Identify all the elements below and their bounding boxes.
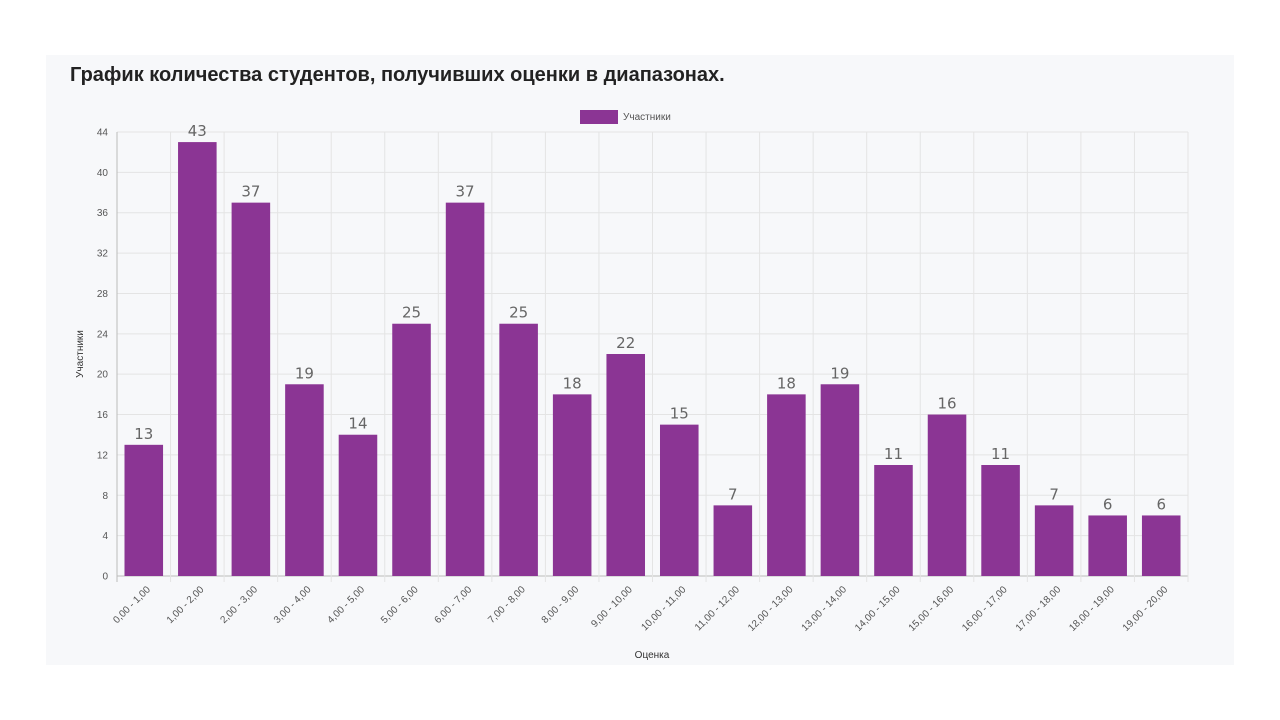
grid-lines	[116, 131, 1189, 582]
x-tick-label: 6,00 - 7,00	[433, 584, 475, 626]
bar[interactable]	[659, 424, 699, 576]
bar[interactable]	[285, 384, 324, 576]
bar-value-label: 7	[728, 485, 738, 503]
bar[interactable]	[927, 414, 967, 576]
bar[interactable]	[552, 394, 592, 576]
value-labels: 13 43 37 19 14 25 37 25 18 22 15 7 18 19 11 16 11 7 6 6	[134, 122, 1166, 513]
bar[interactable]	[445, 202, 485, 577]
x-tick-label: 4,00 - 5,00	[326, 584, 368, 626]
bar[interactable]	[820, 384, 860, 576]
bar[interactable]	[874, 465, 913, 576]
bar-value-label: 14	[348, 415, 367, 433]
chart-title: График количества студентов, получивших …	[70, 64, 725, 86]
x-tick-label: 16,00 - 17,00	[960, 584, 1010, 634]
x-tick-label: 15,00 - 16,00	[907, 584, 957, 634]
bar[interactable]	[981, 465, 1020, 576]
bar-value-label: 18	[563, 374, 582, 392]
x-tick-label: 7,00 - 8,00	[486, 584, 528, 626]
bar-value-label: 15	[670, 405, 689, 423]
legend-label[interactable]: Участники	[623, 112, 671, 123]
bar[interactable]	[392, 323, 431, 576]
bar[interactable]	[499, 323, 538, 576]
y-tick-label: 28	[97, 289, 109, 300]
y-axis: 0 4 8 12 16 20 24 28 32 36 40 44	[97, 128, 109, 583]
x-tick-label: 18,00 - 19,00	[1067, 584, 1117, 634]
bar-value-label: 11	[884, 445, 903, 463]
bar-value-label: 22	[616, 334, 635, 352]
legend[interactable]: Участники	[580, 110, 671, 124]
x-tick-label: 5,00 - 6,00	[379, 584, 421, 626]
x-tick-label: 1,00 - 2,00	[165, 584, 207, 626]
y-tick-label: 36	[97, 208, 109, 219]
x-tick-label: 8,00 - 9,00	[540, 584, 582, 626]
bar[interactable]	[178, 142, 217, 576]
x-tick-label: 9,00 - 10,00	[589, 584, 635, 630]
x-axis-title: Оценка	[635, 650, 670, 661]
bar-value-label: 19	[295, 364, 314, 382]
bar-value-label: 13	[134, 425, 153, 443]
bar-value-label: 19	[830, 364, 849, 382]
bar[interactable]	[1141, 515, 1181, 576]
bar[interactable]	[1034, 505, 1074, 576]
bar[interactable]	[606, 354, 646, 576]
bar-value-label: 37	[456, 183, 475, 201]
x-tick-label: 3,00 - 4,00	[272, 584, 314, 626]
y-tick-label: 44	[97, 128, 109, 139]
bar-value-label: 6	[1103, 495, 1113, 513]
y-axis-title: Участники	[75, 330, 86, 378]
y-tick-label: 8	[102, 491, 108, 502]
bar-value-label: 37	[241, 183, 260, 201]
bar-value-label: 25	[509, 304, 528, 322]
x-tick-label: 10,00 - 11,00	[639, 584, 688, 633]
bar-value-label: 11	[991, 445, 1010, 463]
y-tick-label: 40	[97, 168, 109, 179]
bar-value-label: 6	[1156, 495, 1166, 513]
bar[interactable]	[1088, 515, 1127, 576]
bar[interactable]	[231, 202, 271, 577]
legend-swatch[interactable]	[580, 110, 618, 124]
x-tick-label: 2,00 - 3,00	[218, 584, 260, 626]
bar-value-label: 18	[777, 374, 796, 392]
y-tick-label: 16	[97, 410, 109, 421]
x-tick-label: 13,00 - 14,00	[800, 584, 850, 634]
bar[interactable]	[713, 505, 753, 576]
x-tick-label: 17,00 - 18,00	[1014, 584, 1064, 634]
bars	[124, 142, 1181, 577]
y-tick-label: 20	[97, 370, 109, 381]
y-tick-label: 12	[97, 450, 109, 461]
y-tick-label: 4	[102, 531, 108, 542]
bar-value-label: 43	[188, 122, 207, 140]
x-axis: 0,00 - 1,00 1,00 - 2,00 2,00 - 3,00 3,00 - …	[111, 584, 1170, 634]
bar-value-label: 16	[937, 395, 956, 413]
bar[interactable]	[124, 444, 164, 576]
bar-value-label: 7	[1049, 485, 1059, 503]
y-tick-label: 32	[97, 249, 109, 260]
bar-value-label: 25	[402, 304, 421, 322]
x-tick-label: 11,00 - 12,00	[693, 584, 742, 633]
y-tick-label: 24	[97, 329, 109, 340]
bar[interactable]	[338, 434, 378, 576]
x-tick-label: 0,00 - 1,00	[111, 584, 153, 626]
x-tick-label: 19,00 - 20,00	[1121, 584, 1171, 634]
bar[interactable]	[767, 394, 806, 576]
y-tick-label: 0	[102, 572, 108, 583]
x-tick-label: 14,00 - 15,00	[853, 584, 903, 634]
x-tick-label: 12,00 - 13,00	[746, 584, 796, 634]
